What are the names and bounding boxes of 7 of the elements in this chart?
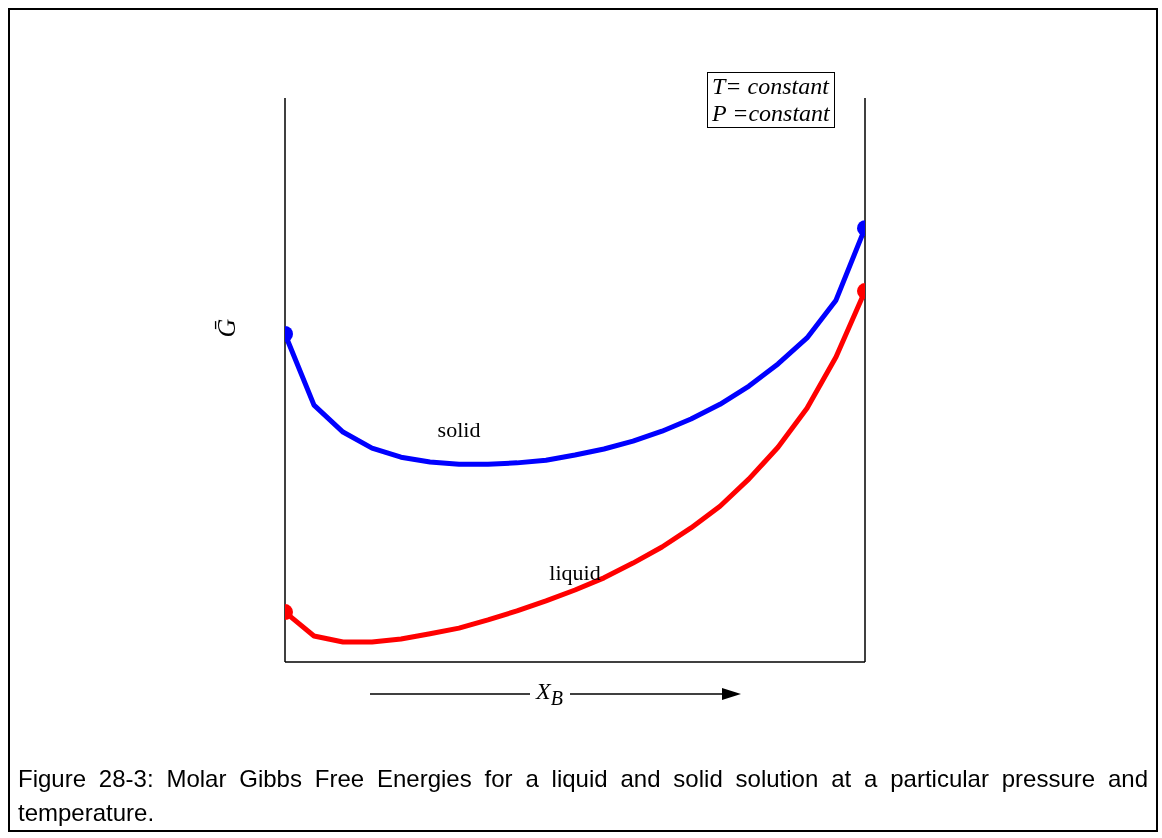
y-axis-title: Ḡ <box>212 317 242 340</box>
x-axis-title: X$_{B}$ <box>536 678 563 710</box>
series-label: solid <box>437 417 481 443</box>
text: T= constant <box>712 73 830 100</box>
series-label: liquid <box>549 559 601 585</box>
caption: Figure 28-3: Molar Gibbs Free Energies for a liquid and solid solution at a particular pressure and temperature. <box>18 764 1148 828</box>
text: P =constant <box>712 100 830 127</box>
